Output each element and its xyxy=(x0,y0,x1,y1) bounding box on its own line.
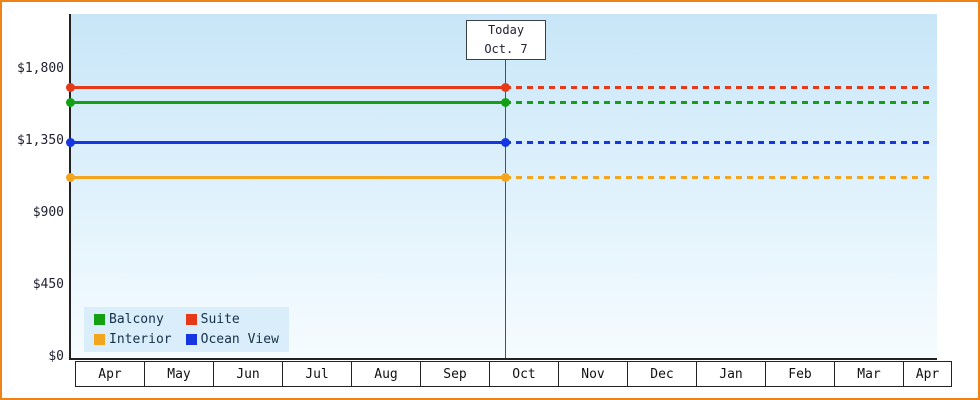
series-line-solid-balcony xyxy=(70,100,505,104)
month-cell-apr-partial: Apr xyxy=(903,361,952,387)
series-line-solid-interior xyxy=(70,175,505,179)
month-cell-jan: Jan xyxy=(696,361,765,387)
series-marker-start xyxy=(66,172,75,182)
series-marker-start xyxy=(66,83,75,93)
month-cell-nov: Nov xyxy=(558,361,627,387)
series-line-dotted-suite xyxy=(505,86,932,90)
month-axis-band: Apr May Jun Jul Aug Sep Oct Nov Dec Jan Feb Mar Apr xyxy=(75,361,952,387)
x-axis-line xyxy=(69,358,937,360)
y-axis-line xyxy=(69,14,71,360)
series-marker-today xyxy=(501,172,510,182)
legend-swatch xyxy=(94,334,105,345)
series-line-solid-ocean-view xyxy=(70,140,505,144)
series-line-dotted-ocean-view xyxy=(505,140,932,144)
legend-item-ocean-view: Ocean View xyxy=(185,332,279,347)
y-axis-tick-label: $1,350 xyxy=(17,133,64,148)
month-cell-sep: Sep xyxy=(420,361,489,387)
series-marker-today xyxy=(501,97,510,107)
month-cell-mar: Mar xyxy=(834,361,903,387)
legend-item-interior: Interior xyxy=(94,332,172,347)
series-line-dotted-interior xyxy=(505,175,932,179)
legend: Balcony Suite Interior Ocean View xyxy=(84,307,289,352)
y-axis-tick-label: $1,800 xyxy=(17,61,64,76)
series-marker-start xyxy=(66,137,75,147)
series-marker-today xyxy=(501,83,510,93)
month-cell-aug: Aug xyxy=(351,361,420,387)
month-cell-feb: Feb xyxy=(765,361,834,387)
month-cell-jun: Jun xyxy=(213,361,282,387)
legend-swatch xyxy=(185,334,197,345)
plot-area xyxy=(71,14,937,358)
today-vertical-line xyxy=(505,58,506,358)
month-cell-jul: Jul xyxy=(282,361,351,387)
legend-swatch xyxy=(94,314,105,325)
legend-label: Interior xyxy=(109,332,172,347)
today-label: Today xyxy=(487,23,525,37)
legend-label: Ocean View xyxy=(200,332,279,347)
series-line-dotted-balcony xyxy=(505,100,932,104)
legend-label: Balcony xyxy=(109,312,164,327)
legend-swatch xyxy=(185,314,197,325)
legend-item-suite: Suite xyxy=(185,312,279,327)
month-cell-oct: Oct xyxy=(489,361,558,387)
legend-item-balcony: Balcony xyxy=(94,312,172,327)
month-cell-apr: Apr xyxy=(75,361,144,387)
today-date: Oct. 7 xyxy=(484,42,528,56)
legend-label: Suite xyxy=(200,312,240,327)
series-marker-start xyxy=(66,97,75,107)
y-axis-tick-label: $0 xyxy=(48,349,64,364)
month-cell-dec: Dec xyxy=(627,361,696,387)
month-cell-may: May xyxy=(144,361,213,387)
series-line-solid-suite xyxy=(70,86,505,90)
today-annotation-box: Today Oct. 7 xyxy=(466,20,546,60)
y-axis-tick-label: $900 xyxy=(32,205,64,220)
series-marker-today xyxy=(501,137,510,147)
y-axis-tick-label: $450 xyxy=(32,277,64,292)
